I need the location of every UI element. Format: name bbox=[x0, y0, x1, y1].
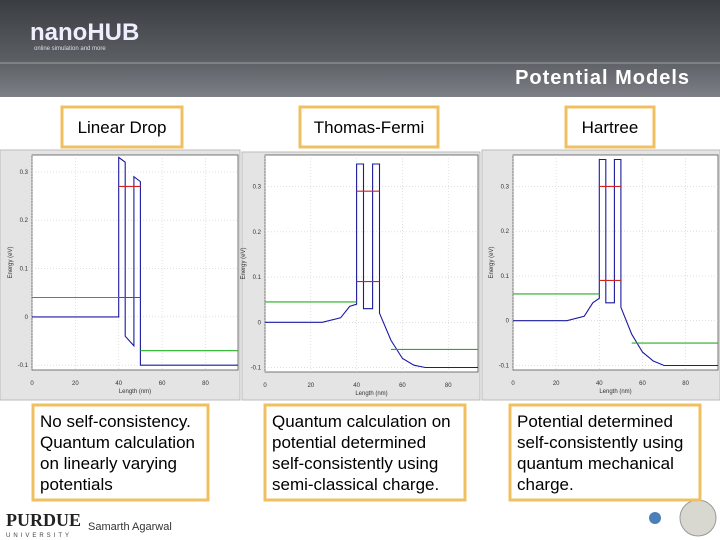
header-band bbox=[0, 0, 720, 97]
y-tick-label: 0.2 bbox=[20, 218, 29, 224]
y-tick-label: 0.2 bbox=[253, 230, 262, 236]
caption-line: semi-classical charge. bbox=[272, 475, 439, 494]
series-line bbox=[513, 158, 718, 367]
series-line bbox=[265, 301, 478, 350]
caption-line: potential determined bbox=[272, 433, 426, 452]
x-tick-label: 20 bbox=[72, 381, 79, 387]
caption-line: Potential determined bbox=[517, 412, 673, 431]
panel-label: Linear Drop bbox=[78, 118, 167, 137]
logo: nanoHUB bbox=[30, 19, 139, 46]
x-axis-label: Length (nm) bbox=[119, 389, 151, 395]
caption-line: Quantum calculation on bbox=[272, 412, 451, 431]
x-tick-label: 40 bbox=[596, 381, 603, 387]
panel-label: Thomas-Fermi bbox=[314, 118, 425, 137]
x-axis-label: Length (nm) bbox=[599, 389, 631, 395]
author: Samarth Agarwal bbox=[88, 521, 172, 533]
x-tick-label: 80 bbox=[445, 383, 452, 389]
caption-line: self-consistently using bbox=[272, 454, 438, 473]
slide-title: Potential Models bbox=[515, 67, 690, 89]
logo-tagline: online simulation and more bbox=[34, 46, 106, 52]
plot-area bbox=[264, 154, 479, 373]
series-line bbox=[32, 156, 238, 366]
x-tick-label: 60 bbox=[159, 381, 166, 387]
y-tick-label: 0.3 bbox=[20, 170, 29, 176]
caption-box bbox=[508, 403, 702, 502]
y-tick-label: 0.1 bbox=[501, 274, 510, 280]
series-line bbox=[265, 163, 478, 369]
y-tick-label: 0.3 bbox=[501, 184, 510, 190]
y-tick-label: 0 bbox=[506, 319, 510, 325]
y-tick-label: 0.1 bbox=[20, 267, 29, 273]
label-box bbox=[564, 105, 656, 149]
y-tick-label: 0.2 bbox=[501, 229, 510, 235]
label-box bbox=[298, 105, 440, 149]
plot-area bbox=[512, 154, 719, 371]
y-axis-label: Energy (eV) bbox=[489, 246, 495, 278]
y-tick-label: 0.3 bbox=[253, 185, 262, 191]
label-box bbox=[60, 105, 184, 149]
caption-line: charge. bbox=[517, 475, 574, 494]
series-line bbox=[599, 185, 621, 281]
x-tick-label: 60 bbox=[399, 383, 406, 389]
caption-line: quantum mechanical bbox=[517, 454, 674, 473]
caption-line: on linearly varying bbox=[40, 454, 177, 473]
y-tick-label: -0.1 bbox=[499, 364, 510, 370]
y-tick-label: -0.1 bbox=[18, 363, 29, 369]
y-tick-label: 0 bbox=[25, 315, 29, 321]
x-tick-label: 0 bbox=[263, 383, 267, 389]
y-tick-label: 0.1 bbox=[253, 275, 262, 281]
university: PURDUE bbox=[6, 510, 81, 530]
x-tick-label: 60 bbox=[639, 381, 646, 387]
series-line bbox=[513, 293, 718, 344]
series-line bbox=[32, 296, 238, 352]
y-axis-label: Energy (eV) bbox=[8, 246, 14, 278]
seal bbox=[679, 499, 717, 537]
x-tick-label: 20 bbox=[553, 381, 560, 387]
x-axis-label: Length (nm) bbox=[355, 391, 387, 397]
plot-area bbox=[31, 154, 239, 371]
x-tick-label: 80 bbox=[682, 381, 689, 387]
caption-line: Quantum calculation bbox=[40, 433, 195, 452]
x-tick-label: 0 bbox=[30, 381, 34, 387]
x-tick-label: 20 bbox=[307, 383, 314, 389]
panel-label: Hartree bbox=[582, 118, 639, 137]
x-tick-label: 80 bbox=[202, 381, 209, 387]
x-tick-label: 40 bbox=[353, 383, 360, 389]
y-tick-label: -0.1 bbox=[251, 365, 262, 371]
university-sub: UNIVERSITY bbox=[6, 533, 72, 539]
caption-box bbox=[31, 403, 210, 502]
series-line bbox=[356, 190, 380, 283]
caption-line: No self-consistency. bbox=[40, 412, 191, 431]
x-tick-label: 0 bbox=[511, 381, 515, 387]
caption-line: self-consistently using bbox=[517, 433, 683, 452]
caption-line: potentials bbox=[40, 475, 113, 494]
y-tick-label: 0 bbox=[258, 320, 262, 326]
y-axis-label: Energy (eV) bbox=[241, 247, 247, 279]
x-tick-label: 40 bbox=[115, 381, 122, 387]
caption-box bbox=[263, 403, 467, 502]
series-line bbox=[118, 185, 141, 299]
ncn-logo bbox=[649, 512, 661, 524]
